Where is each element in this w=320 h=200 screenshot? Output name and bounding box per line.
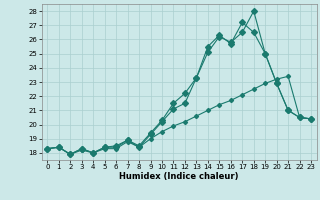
X-axis label: Humidex (Indice chaleur): Humidex (Indice chaleur) [119,172,239,181]
